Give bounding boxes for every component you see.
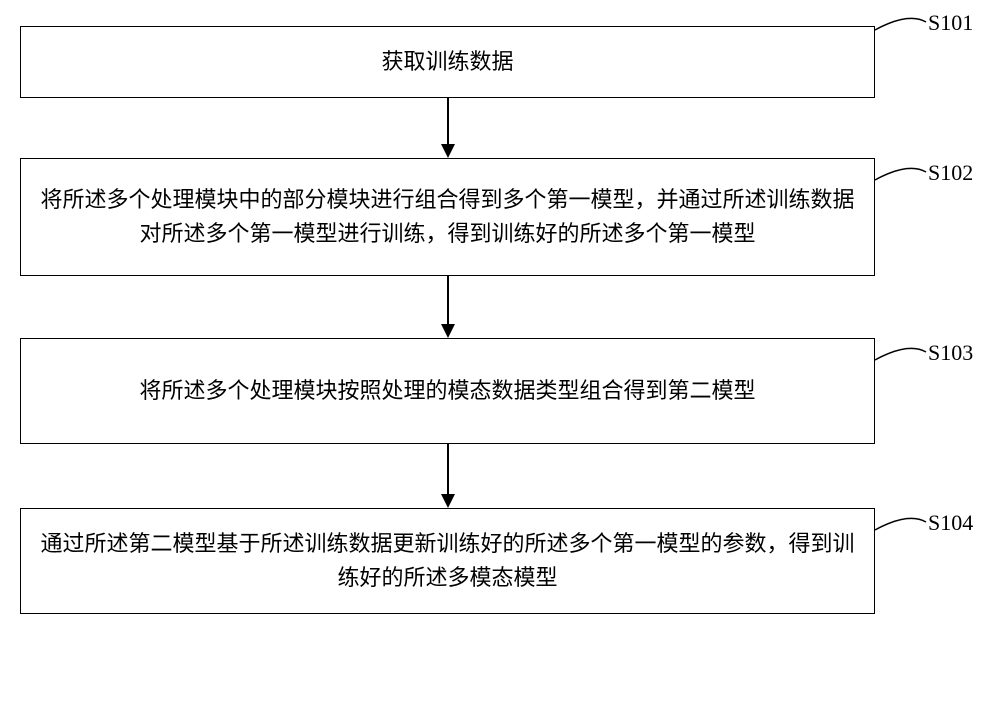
arrow-line [447,98,449,144]
step-box-s101: 获取训练数据 [20,26,875,98]
step-label-s104: S104 [928,510,973,536]
arrow-line [447,276,449,324]
step-label-s101: S101 [928,10,973,36]
step-box-s102: 将所述多个处理模块中的部分模块进行组合得到多个第一模型，并通过所述训练数据对所述… [20,158,875,276]
step-box-s104: 通过所述第二模型基于所述训练数据更新训练好的所述多个第一模型的参数，得到训练好的… [20,508,875,614]
flowchart-canvas: 获取训练数据 S101 将所述多个处理模块中的部分模块进行组合得到多个第一模型，并通… [0,0,1000,707]
arrow-head-icon [441,144,455,158]
step-text: 将所述多个处理模块中的部分模块进行组合得到多个第一模型，并通过所述训练数据对所述… [39,183,856,251]
step-label-s102: S102 [928,160,973,186]
step-text: 获取训练数据 [381,45,513,79]
arrow-head-icon [441,324,455,338]
step-text: 通过所述第二模型基于所述训练数据更新训练好的所述多个第一模型的参数，得到训练好的… [39,527,856,595]
arrow-head-icon [441,494,455,508]
arrow-line [447,444,449,494]
step-label-s103: S103 [928,340,973,366]
step-box-s103: 将所述多个处理模块按照处理的模态数据类型组合得到第二模型 [20,338,875,444]
step-text: 将所述多个处理模块按照处理的模态数据类型组合得到第二模型 [139,374,755,408]
